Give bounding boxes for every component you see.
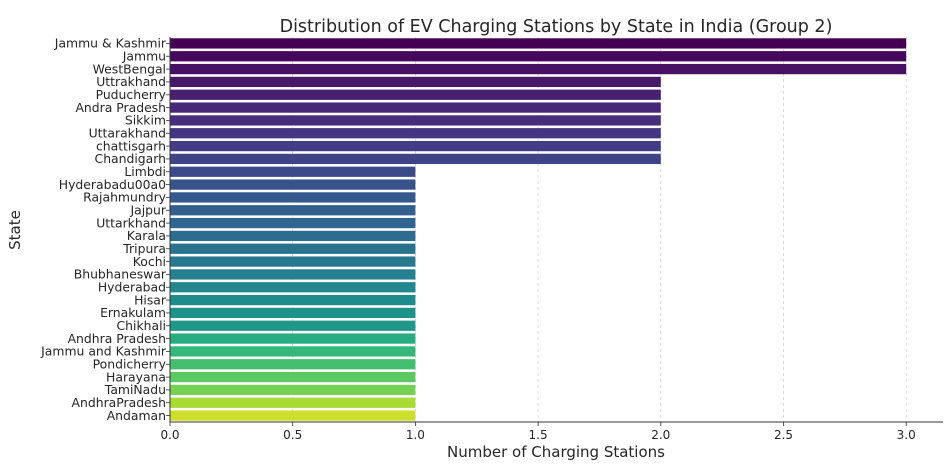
bar <box>170 410 416 421</box>
bar <box>170 256 416 267</box>
bar <box>170 89 661 100</box>
bar <box>170 63 907 75</box>
bar <box>170 217 416 229</box>
bar <box>170 371 416 383</box>
bar <box>170 128 661 139</box>
y-tick-label: Sikkim <box>125 113 166 128</box>
y-tick-label: Andaman <box>107 408 166 423</box>
y-tick-label: Uttrakhand <box>96 74 166 89</box>
bar <box>170 153 661 165</box>
bar <box>170 140 661 152</box>
bar <box>170 179 416 190</box>
y-tick-label: Rajahmundry <box>83 190 166 205</box>
y-tick-label: Tripura <box>122 241 166 256</box>
bar <box>170 307 416 319</box>
y-tick-label: Pondicherry <box>93 357 166 372</box>
y-tick-label: Chikhali <box>117 318 166 333</box>
y-tick-label: AndhraPradesh <box>72 395 166 410</box>
y-tick-label: Bhubhaneswar <box>74 267 167 282</box>
bar <box>170 320 416 331</box>
y-tick-label: Jammu & Kashmir <box>54 36 167 51</box>
y-tick-label: Kochi <box>133 254 166 269</box>
y-tick-label: Karala <box>127 228 166 243</box>
x-tick-label: 1.5 <box>529 428 548 442</box>
bar <box>170 397 416 408</box>
y-axis-title: State <box>6 210 24 250</box>
bars <box>170 38 907 421</box>
y-tick-label: TamiNadu <box>104 382 166 397</box>
x-tick-label: 0.0 <box>160 428 179 442</box>
y-tick-label: Ernakulam <box>100 305 166 320</box>
x-tick-label: 2.5 <box>774 428 793 442</box>
bar <box>170 192 416 203</box>
y-tick-label: chattisgarh <box>96 138 166 153</box>
y-tick-label: Jammu <box>122 49 166 64</box>
bar <box>170 76 661 88</box>
y-tick-label: Uttarkhand <box>96 215 166 230</box>
y-tick-label: Hyderabad <box>98 280 166 295</box>
axes <box>166 37 943 426</box>
y-tick-label: Chandigarh <box>95 151 166 166</box>
bar <box>170 38 907 49</box>
y-tick-label: Hisar <box>134 292 167 307</box>
x-tick-label: 3.0 <box>897 428 916 442</box>
x-tick-label: 0.5 <box>283 428 302 442</box>
bar <box>170 359 416 370</box>
bar <box>170 243 416 254</box>
y-tick-label: Harayana <box>106 369 166 384</box>
grid-lines <box>169 37 907 422</box>
bar <box>170 269 416 280</box>
bar <box>170 384 416 396</box>
bar <box>170 282 416 293</box>
y-tick-label: Limbdi <box>124 164 166 179</box>
bar <box>170 346 416 357</box>
bar <box>170 294 416 306</box>
x-tick-labels: 0.0 0.5 1.0 1.5 2.0 2.5 3.0 <box>160 428 915 442</box>
x-tick-label: 1.0 <box>406 428 425 442</box>
y-tick-label: Andhra Pradesh <box>68 331 166 346</box>
x-tick-label: 2.0 <box>651 428 670 442</box>
bar <box>170 115 661 126</box>
y-tick-label: Andra Pradesh <box>75 100 166 115</box>
y-tick-label: Hyderabadu00a0 <box>59 177 166 192</box>
bar <box>170 166 416 177</box>
bar <box>170 205 416 216</box>
y-tick-label: WestBengal <box>93 61 166 76</box>
y-tick-label: Jajpur <box>129 203 166 218</box>
chart-title: Distribution of EV Charging Stations by … <box>280 17 833 37</box>
y-tick-label: Puducherry <box>96 87 166 102</box>
y-tick-label: Uttarakhand <box>89 126 166 141</box>
bar <box>170 51 907 62</box>
bar <box>170 102 661 113</box>
x-axis-title: Number of Charging Stations <box>447 443 665 461</box>
y-tick-label: Jammu and Kashmir <box>40 344 167 359</box>
y-tick-labels: Jammu & KashmirJammuWestBengalUttrakhand… <box>40 36 167 423</box>
bar <box>170 230 416 242</box>
bar <box>170 333 416 344</box>
